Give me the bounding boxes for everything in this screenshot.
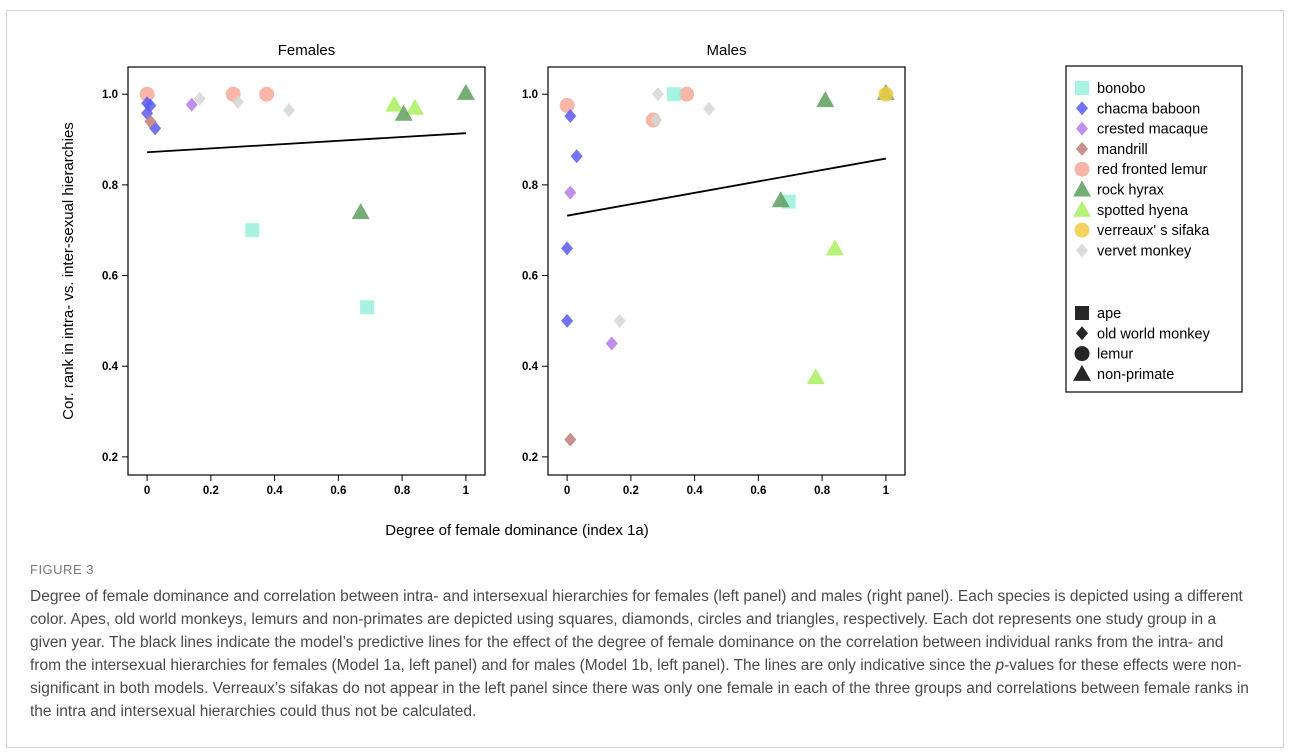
- x-tick-label-males: 0.8: [814, 485, 831, 497]
- y-tick-label-females: 0.6: [102, 271, 118, 283]
- x-tick-label-males: 0.2: [623, 485, 639, 497]
- y-tick-label-males: 1.0: [522, 89, 538, 101]
- data-point-males: [806, 368, 825, 385]
- data-point-females: [385, 95, 404, 112]
- data-point-females: [139, 86, 155, 102]
- data-point-females: [394, 104, 413, 121]
- data-point-males: [561, 241, 574, 256]
- x-tick-label-females: 0.2: [203, 485, 219, 497]
- legend-marker: [1076, 121, 1088, 136]
- data-point-males: [878, 86, 894, 102]
- plot-area-males: [547, 66, 906, 476]
- data-point-males: [570, 149, 583, 164]
- legend-marker: [1073, 180, 1091, 197]
- figure-label: FIGURE 3: [30, 562, 94, 577]
- legend-box: [1065, 65, 1243, 393]
- caption-p-italic: p: [995, 657, 1005, 674]
- data-point-males: [613, 313, 626, 328]
- plot-area-females: [127, 66, 486, 476]
- legend-label: vervet monkey: [1097, 243, 1192, 259]
- y-axis-title: Cor. rank in intra- vs. inter-sexual hie…: [60, 122, 77, 420]
- data-point-females: [259, 86, 275, 102]
- y-tick-label-males: 0.8: [522, 180, 539, 192]
- panel-title-females: Females: [278, 42, 336, 59]
- legend-label: red fronted lemur: [1097, 162, 1208, 178]
- x-axis-title: Degree of female dominance (index 1a): [385, 522, 648, 539]
- data-point-females: [456, 83, 475, 100]
- legend-marker: [1074, 161, 1090, 177]
- x-tick-label-females: 0.6: [330, 485, 346, 497]
- legend-label: spotted hyena: [1097, 203, 1189, 219]
- legend-marker: [1075, 81, 1089, 95]
- y-tick-label-females: 1.0: [102, 89, 118, 101]
- data-point-males: [559, 98, 575, 114]
- legend-label: bonobo: [1097, 81, 1145, 97]
- y-tick-label-males: 0.4: [522, 361, 539, 373]
- data-point-males: [605, 336, 618, 351]
- y-tick-label-males: 0.6: [522, 271, 538, 283]
- model-line-males: [566, 157, 887, 217]
- data-point-males: [564, 185, 577, 200]
- x-tick-label-males: 1: [883, 485, 890, 497]
- legend-marker: [1076, 141, 1088, 156]
- data-point-females: [231, 94, 244, 109]
- data-point-males: [816, 91, 835, 108]
- data-point-males: [650, 113, 663, 128]
- legend-shape-marker: [1074, 346, 1090, 362]
- data-point-females: [282, 103, 295, 118]
- legend-label: mandrill: [1097, 142, 1148, 158]
- y-tick-label-females: 0.4: [102, 361, 119, 373]
- legend-shape-label: non-primate: [1097, 367, 1174, 383]
- data-point-males: [561, 313, 574, 328]
- legend-marker: [1074, 222, 1090, 238]
- data-point-females: [351, 203, 370, 220]
- panel-title-males: Males: [706, 42, 746, 59]
- caption-text: Degree of female dominance and correlati…: [30, 585, 1250, 723]
- data-point-males: [666, 87, 681, 102]
- legend-shape-marker: [1075, 306, 1089, 320]
- y-tick-label-males: 0.2: [522, 452, 538, 464]
- legend-shape-marker: [1073, 364, 1091, 381]
- figure-caption: FIGURE 3 Degree of female dominance and …: [30, 562, 1250, 723]
- x-tick-label-females: 0.8: [394, 485, 411, 497]
- x-tick-label-males: 0.6: [750, 485, 766, 497]
- x-tick-label-males: 0: [564, 485, 570, 497]
- legend-shape-label: lemur: [1097, 347, 1133, 363]
- legend-label: crested macaque: [1097, 122, 1208, 138]
- caption-text-part2: -values for these effects were non-signi…: [30, 657, 1249, 720]
- data-point-females: [193, 91, 206, 106]
- y-tick-label-females: 0.8: [102, 180, 119, 192]
- data-point-males: [771, 191, 790, 208]
- data-point-males: [679, 86, 695, 102]
- data-point-females: [144, 114, 157, 129]
- legend-label: chacma baboon: [1097, 101, 1200, 117]
- data-point-females: [245, 223, 260, 238]
- legend-marker: [1073, 200, 1091, 217]
- x-tick-label-females: 0.4: [267, 485, 284, 497]
- data-point-females: [360, 300, 375, 315]
- data-point-females: [405, 98, 424, 115]
- data-point-males: [651, 87, 664, 102]
- x-tick-label-males: 0.4: [687, 485, 704, 497]
- legend-label: rock hyrax: [1097, 183, 1165, 199]
- legend-shape-label: ape: [1097, 306, 1121, 322]
- legend-shape-label: old world monkey: [1097, 326, 1211, 342]
- legend-marker: [1076, 101, 1088, 116]
- legend-label: verreaux' s sifaka: [1097, 223, 1210, 239]
- model-line-females: [147, 132, 466, 154]
- caption-text-part1: Degree of female dominance and correlati…: [30, 588, 1243, 674]
- x-tick-label-females: 0: [144, 485, 150, 497]
- x-tick-label-females: 1: [463, 485, 470, 497]
- data-point-males: [825, 239, 844, 256]
- data-point-males: [702, 101, 715, 116]
- data-point-males: [564, 432, 577, 447]
- y-tick-label-females: 0.2: [102, 452, 118, 464]
- data-point-females: [185, 97, 198, 112]
- data-point-males: [564, 108, 577, 123]
- legend-marker: [1076, 243, 1088, 258]
- scatter-chart: Females 0 0.2 0.4 0.6 0.8 1 0.2 0.4 0.6 0.8 1.0 Male…: [60, 42, 1243, 539]
- legend-shape-marker: [1076, 326, 1088, 341]
